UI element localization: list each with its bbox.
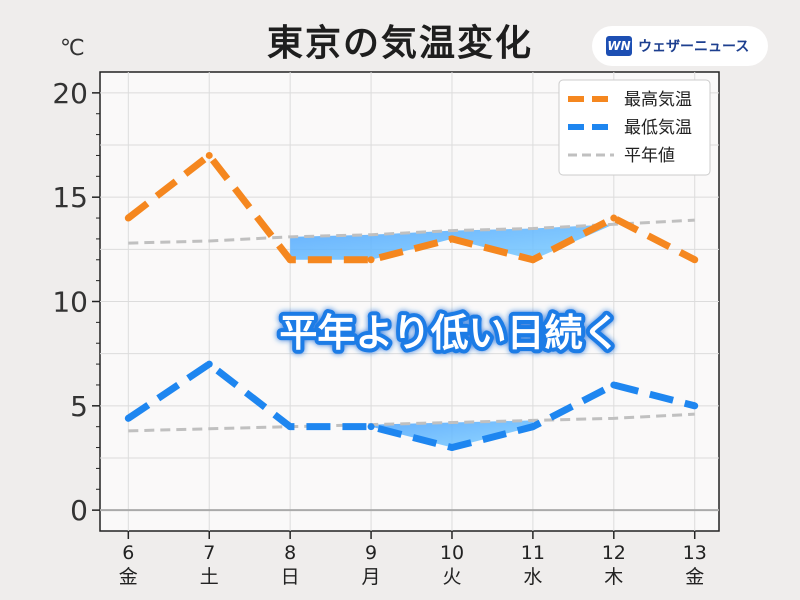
x-tick-weekday-label: 月 bbox=[362, 566, 381, 588]
point-low bbox=[448, 444, 456, 452]
point-low bbox=[529, 423, 537, 431]
y-tick-label: 5 bbox=[70, 390, 88, 423]
point-high bbox=[529, 256, 537, 264]
legend-box bbox=[558, 79, 711, 176]
point-low bbox=[124, 414, 132, 422]
legend-label: 平年値 bbox=[624, 146, 675, 166]
legend-label: 最高気温 bbox=[624, 90, 692, 110]
brand-badge: WN ウェザーニュース bbox=[592, 26, 768, 66]
y-tick-label: 10 bbox=[52, 286, 88, 319]
annotation-text: 平年より低い日続く bbox=[279, 311, 620, 355]
point-high bbox=[286, 256, 294, 264]
point-low bbox=[691, 402, 699, 410]
point-high bbox=[448, 235, 456, 243]
x-tick-day-label: 13 bbox=[683, 542, 707, 564]
point-high bbox=[124, 214, 132, 222]
chart-title: 東京の気温変化 bbox=[266, 23, 533, 64]
x-tick-weekday-label: 金 bbox=[685, 566, 704, 588]
point-low bbox=[205, 360, 213, 368]
x-tick-day-label: 12 bbox=[602, 542, 626, 564]
y-axis-unit-label: ℃ bbox=[60, 36, 85, 61]
y-tick-label: 20 bbox=[52, 77, 88, 110]
legend-label: 最低気温 bbox=[624, 118, 692, 138]
brand-name: ウェザーニュース bbox=[638, 39, 750, 55]
series-line-high bbox=[126, 151, 697, 264]
point-low bbox=[610, 381, 618, 389]
x-tick-weekday-label: 木 bbox=[604, 566, 623, 588]
below-normal-area-low bbox=[371, 420, 533, 448]
point-high bbox=[367, 256, 375, 264]
x-tick-day-label: 6 bbox=[122, 542, 134, 564]
weathernews-logo-icon: WN bbox=[606, 36, 632, 56]
x-tick-weekday-label: 金 bbox=[119, 566, 138, 588]
point-high bbox=[691, 256, 699, 264]
x-tick-weekday-label: 日 bbox=[281, 566, 300, 588]
x-tick-weekday-label: 水 bbox=[523, 566, 542, 588]
series-line-low bbox=[126, 360, 696, 452]
normal-low-line bbox=[128, 412, 695, 433]
point-low bbox=[286, 423, 294, 431]
x-tick-day-label: 11 bbox=[521, 542, 545, 564]
y-tick-label: 15 bbox=[52, 181, 88, 214]
x-tick-day-label: 10 bbox=[440, 542, 464, 564]
point-low bbox=[367, 423, 375, 431]
x-tick-day-label: 7 bbox=[203, 542, 215, 564]
point-high bbox=[205, 151, 213, 159]
below-normal-area-high bbox=[290, 224, 614, 260]
x-tick-weekday-label: 火 bbox=[442, 566, 461, 588]
y-tick-label: 0 bbox=[70, 494, 88, 527]
x-tick-day-label: 8 bbox=[284, 542, 296, 564]
x-tick-weekday-label: 土 bbox=[200, 566, 219, 588]
x-tick-day-label: 9 bbox=[365, 542, 377, 564]
point-high bbox=[610, 214, 618, 222]
